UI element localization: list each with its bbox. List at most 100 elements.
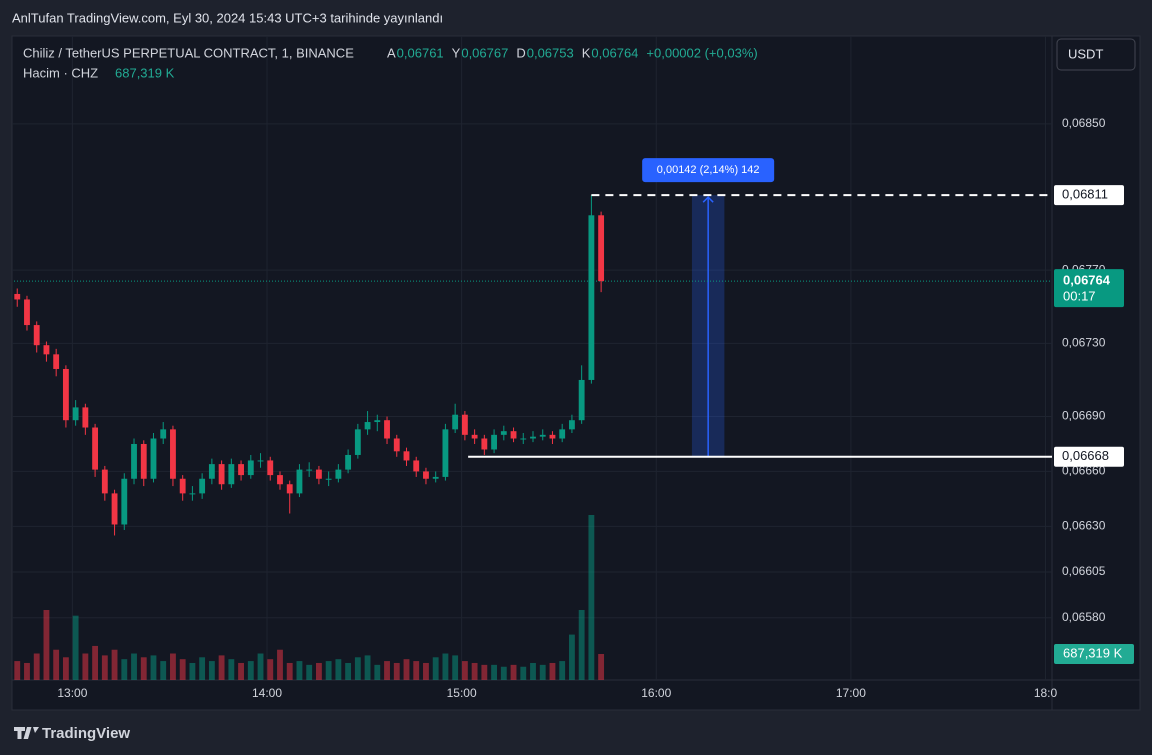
- legend-change: +0,00002 (+0,03%): [646, 45, 757, 60]
- volume-name: Hacim · CHZ: [23, 65, 98, 80]
- volume-bar: [569, 634, 575, 680]
- volume-bar: [549, 662, 556, 680]
- volume-bar: [92, 645, 99, 680]
- countdown: 00:17: [1063, 289, 1096, 304]
- volume-bar: [160, 661, 167, 680]
- y-tick-label: 0,06690: [1062, 409, 1106, 423]
- x-tick-label: 15:00: [447, 686, 477, 700]
- candle-body: [354, 429, 361, 455]
- candle-body: [432, 476, 439, 479]
- volume-bar: [189, 662, 196, 680]
- legend-value: 0,06761: [397, 45, 444, 60]
- volume-bar: [306, 664, 313, 680]
- x-tick-label: 18:0: [1034, 686, 1058, 700]
- volume-bar: [345, 662, 352, 680]
- volume-bar: [491, 664, 497, 680]
- candle-body: [500, 431, 507, 435]
- candle-body: [267, 460, 274, 476]
- candle-body: [111, 493, 118, 525]
- volume-bar: [481, 664, 488, 680]
- volume-bar: [500, 666, 507, 680]
- measure-label: 0,00142 (2,14%) 142: [657, 164, 760, 176]
- volume-bar: [62, 657, 69, 680]
- currency[interactable]: USDT: [1068, 46, 1103, 61]
- candle-body: [452, 414, 459, 430]
- candle-body: [72, 407, 79, 421]
- volume-bar: [131, 653, 137, 680]
- candle-body: [569, 420, 575, 430]
- volume-bar: [471, 662, 478, 680]
- candle-body: [325, 478, 332, 480]
- volume-bar: [277, 649, 283, 680]
- published: AnlTufan TradingView.com, Eyl 30, 2024 1…: [12, 10, 443, 25]
- volume-bar: [53, 649, 60, 680]
- legend-key: K: [582, 45, 591, 60]
- legend-key: A: [387, 45, 396, 60]
- volume-bar: [257, 653, 264, 680]
- current-price-box: [1054, 269, 1124, 308]
- candle-body: [345, 454, 352, 470]
- candle-body: [257, 460, 264, 462]
- line-price-label: 0,06668: [1062, 448, 1109, 463]
- volume-bar: [101, 655, 108, 680]
- x-tick-label: 17:00: [836, 686, 866, 700]
- volume-bar: [413, 661, 420, 680]
- candle-body: [92, 427, 99, 470]
- line-price-label: 0,06811: [1062, 187, 1108, 202]
- candle-body: [101, 469, 108, 494]
- candle-body: [170, 429, 176, 479]
- volume-bar: [82, 653, 89, 680]
- volume-bar: [238, 662, 244, 680]
- candle-body: [461, 414, 468, 435]
- volume-bar: [393, 662, 400, 680]
- measure-label-box: [642, 158, 775, 183]
- volume-bar: [170, 653, 176, 680]
- volume-bar: [325, 661, 332, 680]
- volume-bar: [43, 609, 50, 680]
- candle-body: [559, 429, 566, 439]
- candle-body: [423, 471, 429, 479]
- volume-bar: [33, 653, 40, 680]
- candle-body: [578, 379, 585, 421]
- candle-body: [296, 469, 303, 494]
- candle-body: [588, 215, 595, 380]
- candle-body: [481, 438, 488, 450]
- volume-bar: [461, 661, 468, 680]
- volume-value: 687,319 K: [115, 65, 175, 80]
- candle-body: [14, 293, 21, 300]
- candle-body: [442, 429, 449, 477]
- candle-body: [539, 434, 546, 437]
- candle-body: [160, 429, 167, 439]
- x-tick-label: 13:00: [57, 686, 87, 700]
- candle-body: [218, 464, 225, 485]
- volume-bar: [432, 657, 439, 680]
- volume-bar: [247, 661, 254, 680]
- volume-bar: [267, 659, 274, 680]
- volume-bar: [354, 657, 361, 680]
- candle-body: [413, 460, 420, 472]
- volume-bar: [520, 666, 527, 680]
- volume-axis-label: 687,319 K: [1063, 645, 1123, 660]
- currency-button[interactable]: [1056, 38, 1136, 71]
- candle-body: [471, 434, 478, 439]
- line-price-box: [1054, 185, 1124, 206]
- candle-body: [150, 438, 157, 479]
- volume-bar: [179, 659, 186, 680]
- candle-body: [140, 443, 147, 479]
- legend-key: D: [516, 45, 525, 60]
- volume-bar: [72, 615, 79, 680]
- measure-arrowhead: [702, 196, 714, 203]
- volume-bar: [286, 662, 293, 680]
- candle-body: [315, 469, 322, 479]
- candle-body: [62, 368, 69, 421]
- chart-pane: [11, 35, 1141, 711]
- volume-bar: [578, 609, 585, 680]
- volume-bar: [335, 659, 342, 680]
- x-tick-label: 16:00: [641, 686, 671, 700]
- candle-body: [43, 345, 50, 355]
- volume-bar: [384, 661, 390, 680]
- volume-bar: [24, 662, 30, 680]
- candle-body: [403, 451, 410, 461]
- candle-body: [82, 407, 89, 428]
